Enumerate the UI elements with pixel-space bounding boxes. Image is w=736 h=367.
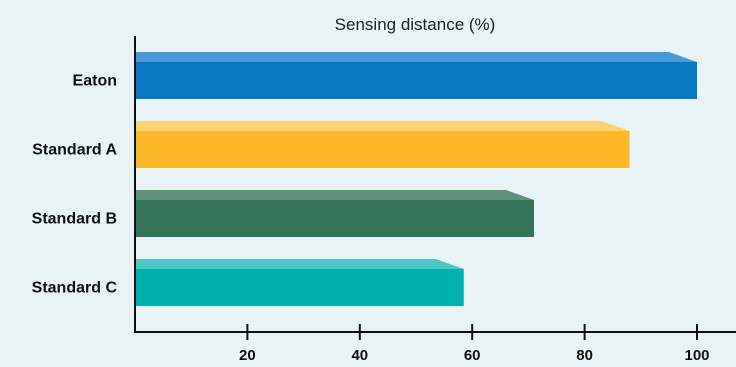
bar-top-face <box>135 259 464 269</box>
bar-top-face <box>135 121 630 131</box>
category-label-standard-b: Standard B <box>32 211 117 228</box>
category-label-eaton: Eaton <box>73 73 117 90</box>
x-ticks: 20 40 60 80 100 <box>239 324 710 364</box>
category-labels: Eaton Standard A Standard B Standard C <box>32 73 118 297</box>
bar-front-face <box>135 200 535 237</box>
bar-top-face <box>135 190 535 200</box>
bar-front-face <box>135 131 630 168</box>
category-label-standard-c: Standard C <box>32 280 118 297</box>
bar-standard-a <box>135 121 630 168</box>
bar-eaton <box>135 52 697 99</box>
chart-title: Sensing distance (%) <box>335 15 496 34</box>
bar-top-face <box>135 52 697 62</box>
axes <box>134 36 736 333</box>
x-tick-label: 100 <box>684 347 709 364</box>
x-tick-label: 80 <box>576 347 593 364</box>
bars-group <box>135 52 697 306</box>
category-label-standard-a: Standard A <box>32 142 117 159</box>
bar-standard-b <box>135 190 535 237</box>
x-tick-label: 20 <box>239 347 256 364</box>
bar-front-face <box>135 269 464 306</box>
bar-front-face <box>135 62 697 99</box>
x-tick-label: 60 <box>464 347 481 364</box>
bar-standard-c <box>135 259 464 306</box>
x-tick-label: 40 <box>351 347 368 364</box>
